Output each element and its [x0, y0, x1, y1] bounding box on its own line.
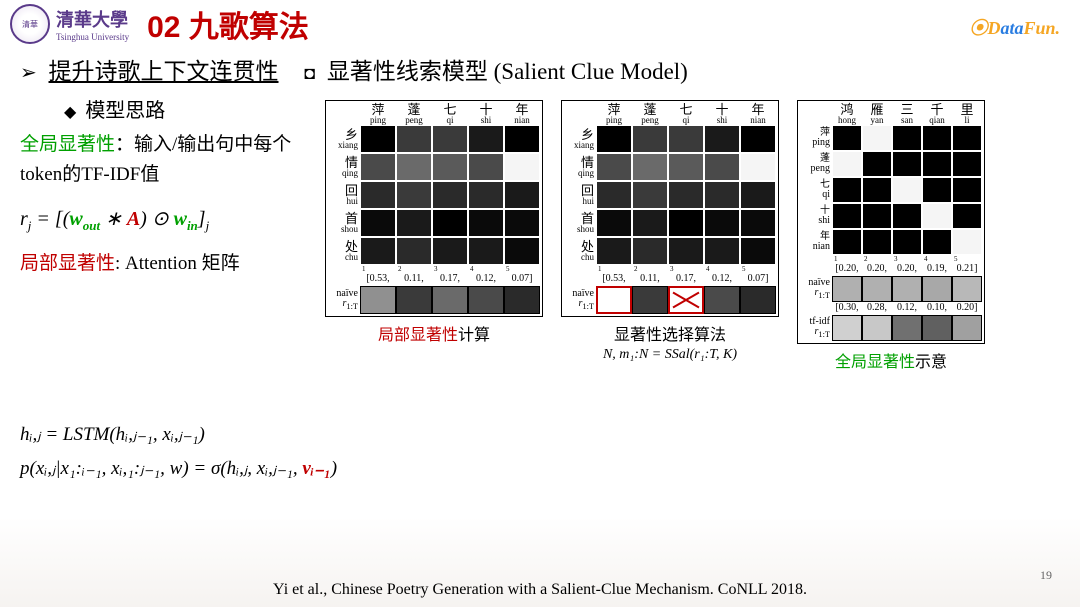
matrix-caption: 显著性选择算法N, m₁:N = SSal(r₁:T, K) — [603, 321, 737, 363]
arrow-icon: ➢ — [20, 62, 37, 84]
local-salience-text: 局部显著性: Attention 矩阵 — [20, 249, 320, 279]
univ-cn: 清華大學 — [56, 6, 129, 32]
matrices-row: 萍ping蓬peng七qi十shi年nian乡xiang情qing回hui首sh… — [325, 100, 985, 372]
square-icon: ◘ — [304, 63, 315, 83]
equations-bottom: hᵢ,ⱼ = LSTM(hᵢ,ⱼ₋₁, xᵢ,ⱼ₋₁) p(xᵢ,ⱼ|x₁:ᵢ₋… — [20, 418, 337, 486]
page-number: 19 — [1040, 568, 1052, 583]
matrix-caption: 局部显著性计算 — [378, 321, 490, 345]
matrix-frame: 鸿hong雁yan三san千qian里li萍ping蓬peng七qi十shi年n… — [797, 100, 985, 344]
matrix-frame: 萍ping蓬peng七qi十shi年nian乡xiang情qing回hui首sh… — [561, 100, 779, 317]
university-name: 清華大學 Tsinghua University — [56, 6, 129, 42]
eq-prob: p(xᵢ,ⱼ|x₁:ᵢ₋₁, xᵢ,₁:ⱼ₋₁, w) = σ(hᵢ,ⱼ, xᵢ… — [20, 452, 337, 486]
brand-logo: ⦿DataFun. — [969, 14, 1060, 40]
university-seal: 清華 — [10, 4, 50, 44]
formula-r: rj = [(wout ∗ A) ⊙ win]j — [20, 203, 320, 237]
citation: Yi et al., Chinese Poetry Generation wit… — [0, 581, 1080, 599]
matrix-1: 萍ping蓬peng七qi十shi年nian乡xiang情qing回hui首sh… — [325, 100, 543, 372]
matrix-3: 鸿hong雁yan三san千qian里li萍ping蓬peng七qi十shi年n… — [797, 100, 985, 372]
univ-en: Tsinghua University — [56, 32, 129, 42]
section-title: 02 九歌算法 — [147, 2, 309, 46]
matrix-2: 萍ping蓬peng七qi十shi年nian乡xiang情qing回hui首sh… — [561, 100, 779, 372]
matrix-caption: 全局显著性示意 — [835, 348, 947, 372]
left-text: 全局显著性：输入/输出句中每个token的TF-IDF值 rj = [(wout… — [20, 130, 320, 279]
global-salience-text: 全局显著性：输入/输出句中每个token的TF-IDF值 — [20, 130, 320, 191]
diamond-icon: ◆ — [64, 104, 76, 121]
matrix-frame: 萍ping蓬peng七qi十shi年nian乡xiang情qing回hui首sh… — [325, 100, 543, 317]
header: 清華 清華大學 Tsinghua University 02 九歌算法 ⦿Dat… — [0, 0, 1080, 48]
bullet-1: ➢ 提升诗歌上下文连贯性 ◘ 显著性线索模型 (Salient Clue Mod… — [20, 52, 1060, 86]
eq-lstm: hᵢ,ⱼ = LSTM(hᵢ,ⱼ₋₁, xᵢ,ⱼ₋₁) — [20, 418, 337, 452]
